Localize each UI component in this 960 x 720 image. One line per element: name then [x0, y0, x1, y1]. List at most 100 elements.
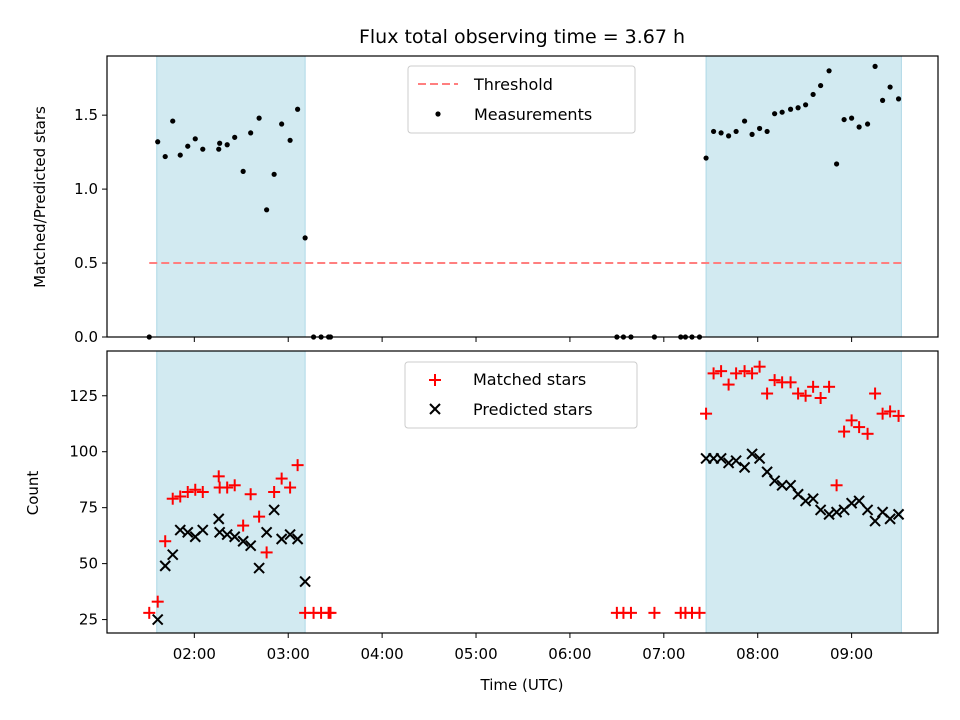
legend-matched-swatch — [429, 374, 441, 386]
predicted-star-point — [807, 493, 819, 505]
measurement-point — [279, 121, 285, 127]
measurement-point — [185, 143, 191, 149]
measurement-point — [295, 106, 301, 112]
predicted-star-point — [869, 515, 881, 527]
legend-predicted-label: Predicted stars — [473, 400, 593, 419]
measurement-point — [795, 105, 801, 111]
measurement-point — [302, 235, 308, 241]
x-tick-label: 09:00 — [830, 645, 873, 663]
y-tick-label: 0.5 — [74, 254, 98, 272]
observing-windows — [156, 351, 902, 633]
measurement-point — [217, 140, 223, 146]
matched-star-point — [244, 488, 257, 501]
predicted-star-point — [291, 533, 304, 545]
predicted-star-point — [753, 452, 766, 465]
x-tick-label: 06:00 — [548, 645, 591, 663]
matched-star-point — [648, 606, 661, 619]
predicted-star-point — [776, 479, 788, 491]
y-tick-label: 1.5 — [74, 106, 98, 124]
y-tick-label: 75 — [79, 499, 98, 517]
measurement-point — [216, 146, 222, 152]
matched-star-point — [722, 378, 735, 391]
observing-window-2 — [706, 56, 902, 337]
matched-star-point — [291, 459, 304, 472]
count-y-axis-label: Count — [24, 471, 42, 516]
measurement-point — [177, 152, 183, 158]
matched-star-point — [237, 519, 250, 532]
predicted-star-point — [892, 508, 905, 521]
measurement-point — [703, 155, 709, 161]
matched-points — [143, 360, 905, 619]
predicted-star-point — [768, 475, 781, 487]
x-axis-label: Time (UTC) — [480, 676, 564, 694]
predicted-star-point — [284, 528, 296, 541]
legend-measurements-swatch — [435, 111, 441, 117]
matched-star-point — [159, 535, 172, 548]
matched-star-point — [693, 606, 706, 619]
observing-windows — [156, 56, 902, 337]
matched-star-point — [700, 407, 713, 420]
matched-star-point — [707, 367, 720, 380]
legend-threshold-label: Threshold — [473, 75, 553, 94]
matched-star-point — [753, 360, 766, 373]
measurement-point — [271, 171, 277, 177]
ratio-legend: Threshold Measurements — [407, 65, 636, 134]
ratio-y-ticks: 0.0 0.5 1.0 1.5 — [74, 106, 107, 346]
matched-star-point — [761, 387, 774, 400]
measurement-point — [779, 109, 785, 115]
predicted-star-point — [884, 513, 896, 525]
ratio-y-axis-label: Matched/Predicted stars — [31, 106, 49, 288]
matched-star-point — [838, 425, 851, 438]
measurement-point — [895, 96, 902, 102]
matched-star-point — [746, 367, 759, 380]
x-tick-label: 07:00 — [642, 645, 685, 663]
matched-star-point — [143, 606, 156, 619]
count-y-ticks: 25 50 75 100 125 — [69, 387, 107, 629]
count-panel-frame — [106, 350, 939, 634]
matched-star-point — [324, 606, 337, 619]
matched-star-point — [166, 492, 179, 505]
measurement-point — [162, 153, 168, 160]
matched-star-point — [196, 486, 209, 498]
measurement-point — [240, 168, 246, 174]
count-x-ticks: 02:00 03:00 04:00 05:00 06:00 07:00 08:00 09:00 — [173, 633, 873, 663]
y-tick-label: 1.0 — [74, 180, 98, 198]
measurement-point — [849, 115, 855, 121]
matched-star-point — [884, 405, 897, 418]
predicted-star-point — [167, 548, 179, 561]
y-tick-label: 125 — [69, 387, 98, 405]
matched-star-point — [823, 380, 836, 393]
matched-star-point — [892, 409, 905, 422]
predicted-star-point — [151, 613, 164, 626]
measurement-point — [764, 128, 770, 135]
matched-star-point — [228, 479, 241, 492]
measurement-point — [232, 134, 238, 140]
predicted-star-point — [730, 454, 742, 467]
x-tick-label: 08:00 — [736, 645, 779, 663]
matched-star-point — [853, 421, 866, 434]
matched-star-point — [624, 606, 637, 619]
measurement-point — [741, 118, 748, 124]
measurement-point — [287, 137, 293, 143]
matched-star-point — [730, 367, 743, 380]
measurement-point — [833, 161, 840, 167]
matched-star-point — [768, 374, 781, 387]
x-tick-label: 04:00 — [361, 645, 404, 663]
ratio-legend-box — [407, 65, 636, 134]
matched-star-point — [814, 392, 827, 404]
matched-star-point — [792, 387, 805, 400]
predicted-star-point — [159, 560, 171, 572]
measurement-point — [733, 128, 739, 135]
matched-star-point — [799, 389, 812, 402]
measurement-point — [810, 91, 816, 98]
matched-star-point — [174, 490, 187, 503]
ratio-panel-frame — [106, 55, 939, 338]
ratio-panel: 0.0 0.5 1.0 1.5 Matched/Predicted stars Thr… — [31, 55, 939, 346]
observing-window-1 — [156, 351, 306, 633]
y-tick-label: 100 — [69, 443, 98, 461]
predicted-star-point — [197, 524, 209, 536]
measurement-point — [826, 68, 832, 74]
matched-star-point — [151, 595, 164, 608]
measurement-point — [841, 116, 847, 123]
